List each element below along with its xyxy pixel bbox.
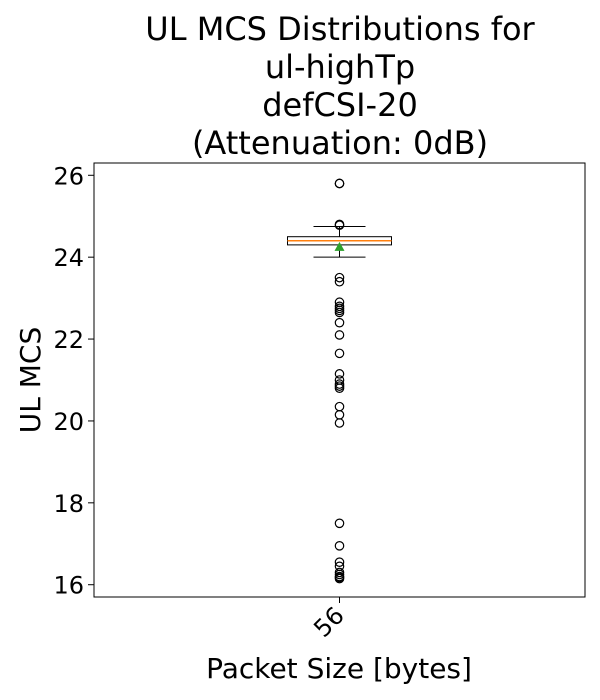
outlier-point <box>334 272 345 283</box>
outlier-point <box>334 518 345 529</box>
outlier-point <box>334 178 345 189</box>
mean-marker <box>334 241 345 251</box>
x-tick-label: 56 <box>308 601 349 642</box>
chart-title-line-3: defCSI-20 <box>262 86 418 124</box>
x-axis-label: Packet Size [bytes] <box>206 652 472 685</box>
y-tick-label: 24 <box>53 244 84 272</box>
box-group <box>287 178 392 584</box>
y-axis: 16 18 20 22 24 26 <box>53 162 94 600</box>
outlier-point <box>334 330 345 340</box>
outlier-point <box>334 418 345 428</box>
chart-title-line-1: UL MCS Distributions for <box>145 10 535 48</box>
x-axis: 56 <box>308 597 350 643</box>
y-tick-label: 20 <box>53 408 84 436</box>
chart-title: UL MCS Distributions for ul-highTp defCS… <box>40 10 600 162</box>
chart-title-line-2: ul-highTp <box>264 48 416 86</box>
outlier-point <box>334 348 345 359</box>
outlier-point <box>334 307 345 318</box>
outlier-point <box>334 557 345 567</box>
outlier-point <box>334 573 345 584</box>
outlier-point <box>334 220 345 231</box>
y-tick-label: 22 <box>53 326 84 354</box>
y-tick-label: 26 <box>53 162 84 190</box>
y-axis-label: UL MCS <box>14 327 47 433</box>
outlier-point <box>334 276 345 287</box>
outlier-point <box>334 369 345 379</box>
y-tick-label: 16 <box>53 572 84 600</box>
y-tick-label: 18 <box>53 490 84 518</box>
outlier-point <box>334 383 345 393</box>
chart-title-line-4: (Attenuation: 0dB) <box>191 124 489 162</box>
outlier-point <box>334 541 345 551</box>
outlier-point <box>334 317 345 328</box>
